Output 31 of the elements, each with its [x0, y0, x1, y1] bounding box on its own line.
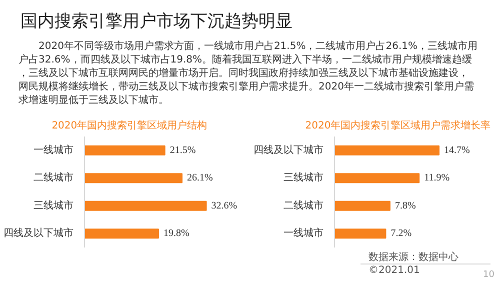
- y-tick-label: 一线城市: [284, 227, 324, 240]
- bar: [334, 228, 386, 239]
- data-label: 32.6%: [211, 200, 238, 212]
- data-label: 11.9%: [424, 172, 450, 184]
- data-label: 26.1%: [187, 172, 213, 184]
- y-tick-label: 二线城市: [284, 199, 324, 212]
- bar: [84, 145, 166, 156]
- source-note: 数据来源：数据中心: [368, 251, 458, 263]
- text: 国内搜索引擎用户市场下沉趋势明显: [20, 12, 292, 32]
- bar: [334, 173, 420, 184]
- chart-title: 2020年国内搜索引擎区域用户需求增长率: [305, 120, 491, 132]
- y-tick-label: 一线城市: [34, 144, 74, 156]
- y-tick-label: 二线城市: [34, 172, 74, 184]
- data-label: 7.8%: [394, 200, 416, 212]
- bar: [334, 145, 440, 156]
- bar: [334, 200, 390, 211]
- y-tick-label: 三线城市: [34, 199, 74, 212]
- bar: [84, 200, 207, 211]
- y-tick-label: 三线城市: [284, 172, 324, 184]
- text: ©2021.01: [368, 265, 420, 276]
- text: 10: [483, 270, 495, 280]
- data-label: 7.2%: [390, 228, 412, 240]
- data-label: 19.8%: [163, 228, 190, 240]
- chart-title: 2020年国内搜索引擎区域用户结构: [52, 120, 208, 132]
- y-tick-label: 四线及以下城市: [254, 144, 324, 156]
- bar: [84, 228, 159, 239]
- bar: [84, 173, 183, 184]
- data-label: 14.7%: [444, 144, 470, 156]
- y-tick-label: 四线及以下城市: [4, 227, 74, 240]
- text: 2020年不同等级市场用户需求方面，一线城市用户占21.5%，二线城市用户占26.1%，三线城市用户占32.6%，而四线及以下城市占19.8%。随着我国互联网进入下半场，一二线城市用户规模增速趋缓，三线及以下城市互联网网民的增量市场开启。同时我国政府持续加强三线及以下城市基础设施建设，网民规模将继续增长，带动三线及以下城市搜索引擎用户需求提升。2020年一二线城市搜索引擎用户需求增速明显低于三线及以下城市。: [18, 40, 478, 106]
- data-label: 21.5%: [170, 144, 196, 156]
